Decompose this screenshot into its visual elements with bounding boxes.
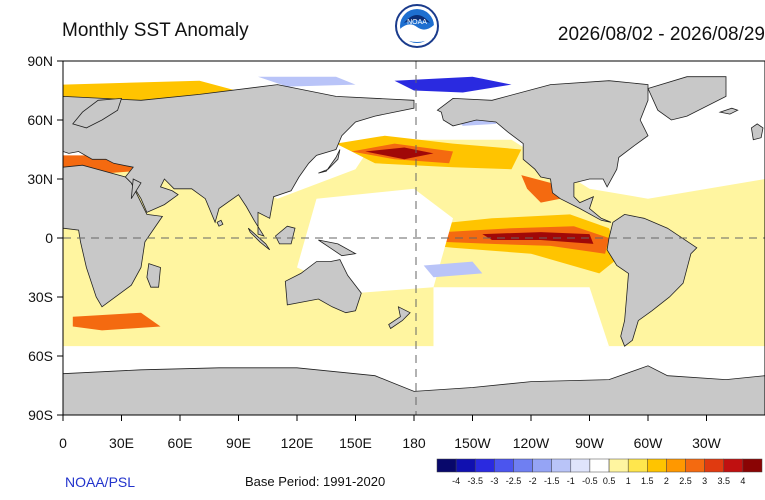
colorbar-swatch	[723, 458, 744, 473]
axis-ticks: 90N 60N 30N 0 30S 60S 90S 0 30E 60E 90E 120E 150E 180…	[27, 53, 721, 451]
land-uk	[750, 123, 764, 141]
colorbar-swatch	[551, 458, 572, 473]
land-greenland	[647, 76, 727, 121]
colorbar-swatch	[589, 458, 610, 473]
colorbar-swatch	[666, 458, 686, 473]
x-tick-label: 60E	[168, 435, 193, 451]
land-antarctica	[63, 365, 765, 415]
anomaly-south-pacific-neutral	[433, 287, 609, 353]
colorbar-label: -4	[452, 476, 460, 486]
svg-text:NOAA: NOAA	[407, 19, 427, 26]
land-japan	[318, 149, 341, 174]
credit-label: NOAA/PSL	[65, 474, 136, 490]
colorbar-label: 2.5	[679, 476, 692, 486]
land-iceland	[718, 107, 739, 115]
land-india-sri	[216, 219, 224, 227]
x-tick-label: 60W	[634, 435, 664, 451]
colorbar-swatch	[704, 458, 724, 473]
colorbar-label: 4	[740, 476, 745, 486]
y-tick-label: 0	[45, 230, 53, 246]
colorbar-swatch	[455, 458, 476, 473]
colorbar-swatch	[570, 458, 591, 473]
x-tick-label: 120E	[281, 435, 314, 451]
anomaly-bering-cold	[394, 76, 512, 93]
colorbar-label: -1	[567, 476, 575, 486]
land-europe-asia	[63, 84, 415, 237]
colorbar-swatch	[513, 458, 533, 473]
x-tick-label: 30E	[109, 435, 134, 451]
anomaly-nino-extreme	[482, 232, 594, 244]
y-tick-label: 60N	[27, 112, 53, 128]
colorbar-swatch	[647, 458, 667, 473]
y-tick-label: 60S	[28, 348, 53, 364]
anomaly-arctic-cold-patch	[258, 76, 356, 87]
colorbar-label: 1.5	[641, 476, 654, 486]
y-tick-label: 30S	[28, 289, 53, 305]
x-tick-label: 90W	[575, 435, 605, 451]
land-scandinavia	[72, 97, 123, 129]
map-title: Monthly SST Anomaly	[62, 20, 249, 41]
land-madagascar	[146, 263, 161, 288]
colorbar-swatch	[474, 458, 495, 473]
colorbar-swatch	[494, 458, 514, 473]
colorbar-label: 2	[664, 476, 669, 486]
y-tick-label: 90S	[28, 407, 53, 423]
land-new-guinea	[318, 239, 357, 257]
land-new-zealand	[388, 306, 411, 330]
colorbar-label: -1.5	[544, 476, 560, 486]
colorbar-swatch	[532, 458, 552, 473]
colorbar-swatch	[608, 458, 629, 473]
x-tick-label: 30W	[692, 435, 722, 451]
colorbar-label: -3.5	[467, 476, 483, 486]
colorbar-label: -2.5	[506, 476, 522, 486]
colorbar-swatch	[685, 458, 705, 473]
base-period-label: Base Period: 1991-2020	[245, 474, 386, 489]
anomaly-east-pacific-cool	[423, 261, 483, 278]
x-tick-label: 90E	[226, 435, 251, 451]
noaa-logo: NOAA	[395, 4, 439, 48]
land-borneo	[274, 225, 296, 245]
land-sumatra	[247, 227, 271, 251]
x-tick-label: 0	[59, 435, 67, 451]
colorbar-swatch	[627, 458, 648, 473]
x-tick-label: 180	[402, 435, 426, 451]
land-south-america	[606, 213, 698, 347]
colorbar-label: -2	[529, 476, 537, 486]
land-masses	[63, 76, 765, 415]
y-tick-label: 90N	[27, 53, 53, 69]
colorbar-swatch	[436, 458, 457, 473]
colorbar-label: 3	[702, 476, 707, 486]
x-tick-label: 150W	[454, 435, 491, 451]
anomaly-southern-ocean-warm	[72, 312, 161, 331]
colorbar-label: 1	[626, 476, 631, 486]
land-north-america	[436, 80, 649, 223]
x-tick-label: 150E	[339, 435, 372, 451]
x-tick-label: 120W	[513, 435, 550, 451]
colorbar-label: -3	[490, 476, 498, 486]
colorbar: -4 -3.5 -3 -2.5 -2 -1.5 -1 -0.5 0.5 1 1.5 2 2.5 3 3.5 4	[436, 458, 763, 486]
land-arabia-gap	[130, 178, 142, 199]
colorbar-label: 0.5	[603, 476, 616, 486]
colorbar-label: 3.5	[718, 476, 731, 486]
y-tick-label: 30N	[27, 171, 53, 187]
colorbar-label: -0.5	[582, 476, 598, 486]
date-range: 2026/08/02 - 2026/08/29	[557, 24, 765, 45]
land-australia	[284, 259, 362, 314]
colorbar-swatch	[742, 458, 763, 473]
anomaly-baja-warm	[521, 175, 561, 203]
